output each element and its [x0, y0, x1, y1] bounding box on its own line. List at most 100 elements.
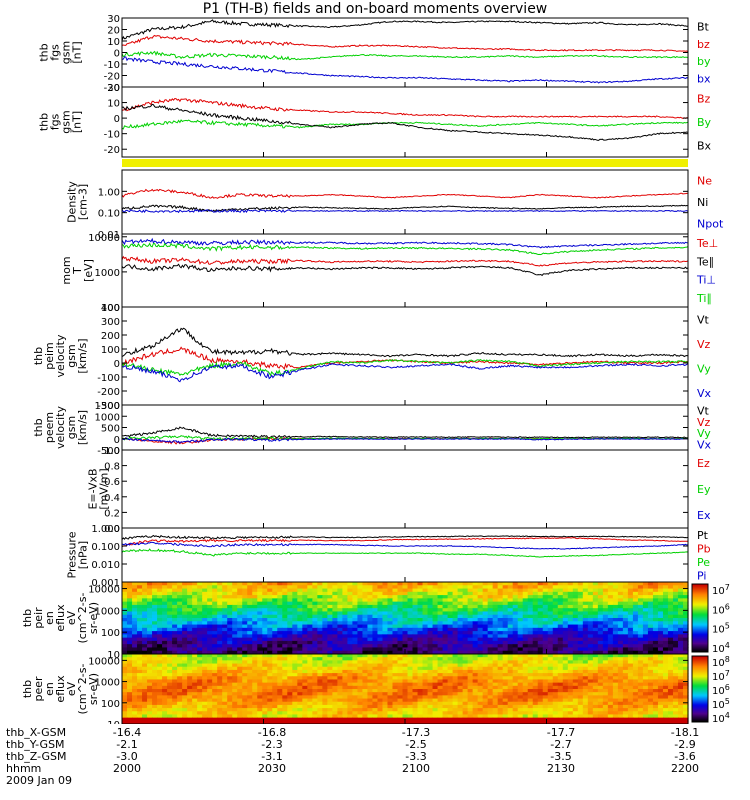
- spectrogram-cell: [132, 695, 138, 700]
- spectrogram-cell: [547, 679, 554, 684]
- spectrogram-cell: [607, 685, 614, 690]
- spectrogram-cell: [552, 660, 559, 665]
- spectrogram-cell: [262, 637, 268, 642]
- spectrogram-cell: [287, 601, 293, 606]
- spectrogram-cell: [417, 647, 424, 652]
- spectrogram-cell: [187, 692, 193, 696]
- spectrogram-cell: [147, 708, 153, 712]
- spectrogram-cell: [487, 657, 494, 661]
- spectrogram-cell: [362, 669, 369, 674]
- spectrogram-cell: [137, 679, 143, 684]
- spectrogram-cell: [297, 701, 303, 706]
- spectrogram-cell: [147, 608, 153, 613]
- spectrogram-cell: [632, 637, 639, 642]
- spectrogram-cell: [557, 624, 564, 629]
- spectrogram-cell: [432, 582, 439, 586]
- spectrogram-cell: [577, 621, 584, 626]
- spectrogram-cell: [362, 663, 369, 668]
- spectrogram-cell: [417, 657, 424, 661]
- spectrogram-cell: [622, 698, 629, 703]
- spectrogram-cell: [452, 595, 459, 599]
- spectrogram-cell: [232, 585, 238, 590]
- spectrogram-cell: [517, 660, 524, 665]
- spectrogram-cell: [172, 692, 178, 696]
- spectrogram-cell: [542, 608, 549, 613]
- spectrogram-cell: [137, 701, 143, 706]
- spectrogram-cell: [187, 663, 193, 668]
- spectrogram-cell: [622, 708, 629, 712]
- spectrogram-cell: [167, 618, 173, 622]
- y-tick-label: 10000: [88, 233, 120, 244]
- spectrogram-cell: [492, 621, 499, 626]
- spectrogram-cell: [427, 669, 434, 674]
- spectrogram-cell: [317, 708, 323, 712]
- spectrogram-cell: [247, 595, 253, 599]
- spectrogram-cell: [572, 695, 579, 700]
- spectrogram-cell: [492, 588, 499, 593]
- spectrogram-cell: [442, 634, 449, 639]
- spectrogram-cell: [512, 614, 519, 619]
- spectrogram-cell: [452, 689, 459, 693]
- spectrogram-cell: [502, 598, 509, 603]
- spectrogram-cell: [157, 591, 163, 596]
- spectrogram-cell: [257, 650, 263, 655]
- spectrogram-cell: [302, 698, 308, 703]
- spectrogram-cell: [237, 663, 243, 668]
- spectrogram-cell: [417, 654, 424, 658]
- spectrogram-cell: [482, 701, 489, 706]
- spectrogram-cell: [407, 650, 414, 655]
- spectrogram-cell: [437, 657, 444, 661]
- spectrogram-cell: [137, 682, 143, 687]
- spectrogram-cell: [387, 708, 394, 712]
- spectrogram-cell: [332, 604, 338, 609]
- colorbar-cell: [692, 635, 708, 637]
- spectrogram-cell: [527, 663, 534, 668]
- spectrogram-cell: [322, 582, 328, 586]
- spectrogram-cell: [577, 657, 584, 661]
- spectrogram-cell: [182, 637, 188, 642]
- spectrogram-cell: [242, 631, 248, 635]
- spectrogram-cell: [312, 666, 318, 671]
- spectrogram-cell: [552, 614, 559, 619]
- spectrogram-cell: [667, 608, 674, 613]
- spectrogram-cell: [197, 685, 203, 690]
- spectrogram-cell: [582, 698, 589, 703]
- spectrogram-cell: [177, 640, 183, 645]
- spectrogram-cell: [167, 634, 173, 639]
- spectrogram-cell: [412, 660, 419, 665]
- spectrogram-cell: [627, 624, 634, 629]
- spectrogram-cell: [597, 582, 604, 586]
- spectrogram-cell: [387, 663, 394, 668]
- colorbar-cell: [692, 593, 708, 595]
- spectrogram-cell: [387, 666, 394, 671]
- spectrogram-cell: [422, 637, 429, 642]
- spectrogram-cell: [192, 704, 198, 709]
- spectrogram-cell: [167, 637, 173, 642]
- spectrogram-cell: [387, 614, 394, 619]
- spectrogram-cell: [337, 631, 343, 635]
- spectrogram-cell: [532, 614, 539, 619]
- spectrogram-cell: [172, 591, 178, 596]
- spectrogram-cell: [682, 682, 689, 687]
- spectrogram-cell: [512, 650, 519, 655]
- spectrogram-cell: [247, 591, 253, 596]
- spectrogram-cell: [232, 627, 238, 632]
- spectrogram-cell: [572, 676, 579, 681]
- spectrogram-cell: [137, 585, 143, 590]
- spectrogram-cell: [457, 657, 464, 661]
- spectrogram-cell: [457, 591, 464, 596]
- spectrogram-cell: [567, 689, 574, 693]
- spectrogram-cell: [562, 711, 569, 716]
- spectrogram-cell: [262, 650, 268, 655]
- spectrogram-cell: [492, 650, 499, 655]
- spectrogram-cell: [322, 669, 328, 674]
- spectrogram-cell: [307, 588, 313, 593]
- spectrogram-cell: [652, 624, 659, 629]
- spectrogram-cell: [287, 588, 293, 593]
- spectrogram-cell: [242, 647, 248, 652]
- spectrogram-cell: [257, 676, 263, 681]
- spectrogram-cell: [447, 608, 454, 613]
- spectrogram-cell: [477, 682, 484, 687]
- spectrogram-cell: [137, 673, 143, 677]
- spectrogram-cell: [617, 692, 624, 696]
